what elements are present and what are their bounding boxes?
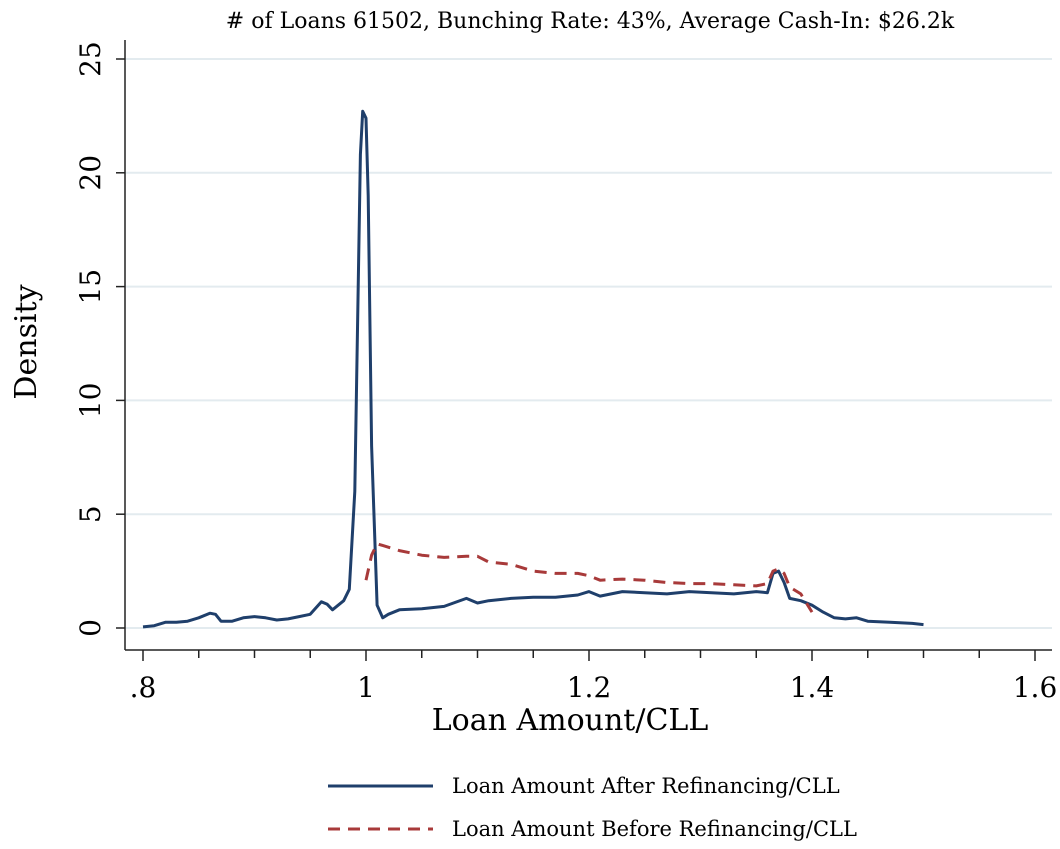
x-tick-label: 1.4 [790, 671, 835, 704]
plot-area [142, 109, 924, 629]
y-tick-label: 20 [74, 155, 107, 191]
y-tick-label: 15 [74, 269, 107, 305]
y-axis-label: Density [9, 284, 44, 399]
axes [116, 40, 1052, 661]
tick-labels: 0 5 10 15 20 25 .8 1 1.2 1.4 1.6 [74, 41, 1057, 704]
x-tick-label: 1.6 [1013, 671, 1058, 704]
x-tick-label: 1.2 [567, 671, 612, 704]
legend-label: Loan Amount Before Refinancing/CLL [452, 817, 857, 841]
x-tick-label: 1 [357, 671, 375, 704]
legend: Loan Amount After Refinancing/CLL Loan Am… [328, 774, 857, 841]
y-tick-label: 25 [74, 41, 107, 77]
y-tick-label: 0 [74, 619, 107, 637]
x-tick-label: .8 [130, 671, 157, 704]
legend-label: Loan Amount After Refinancing/CLL [452, 774, 840, 798]
gridlines [125, 58, 1052, 629]
y-tick-label: 5 [74, 505, 107, 523]
y-tick-label: 10 [74, 383, 107, 419]
chart-title: # of Loans 61502, Bunching Rate: 43%, Av… [226, 9, 955, 34]
x-axis-label: Loan Amount/CLL [432, 703, 709, 738]
series-line-before-refinancing [364, 542, 814, 613]
series-line-after-refinancing [142, 109, 924, 629]
